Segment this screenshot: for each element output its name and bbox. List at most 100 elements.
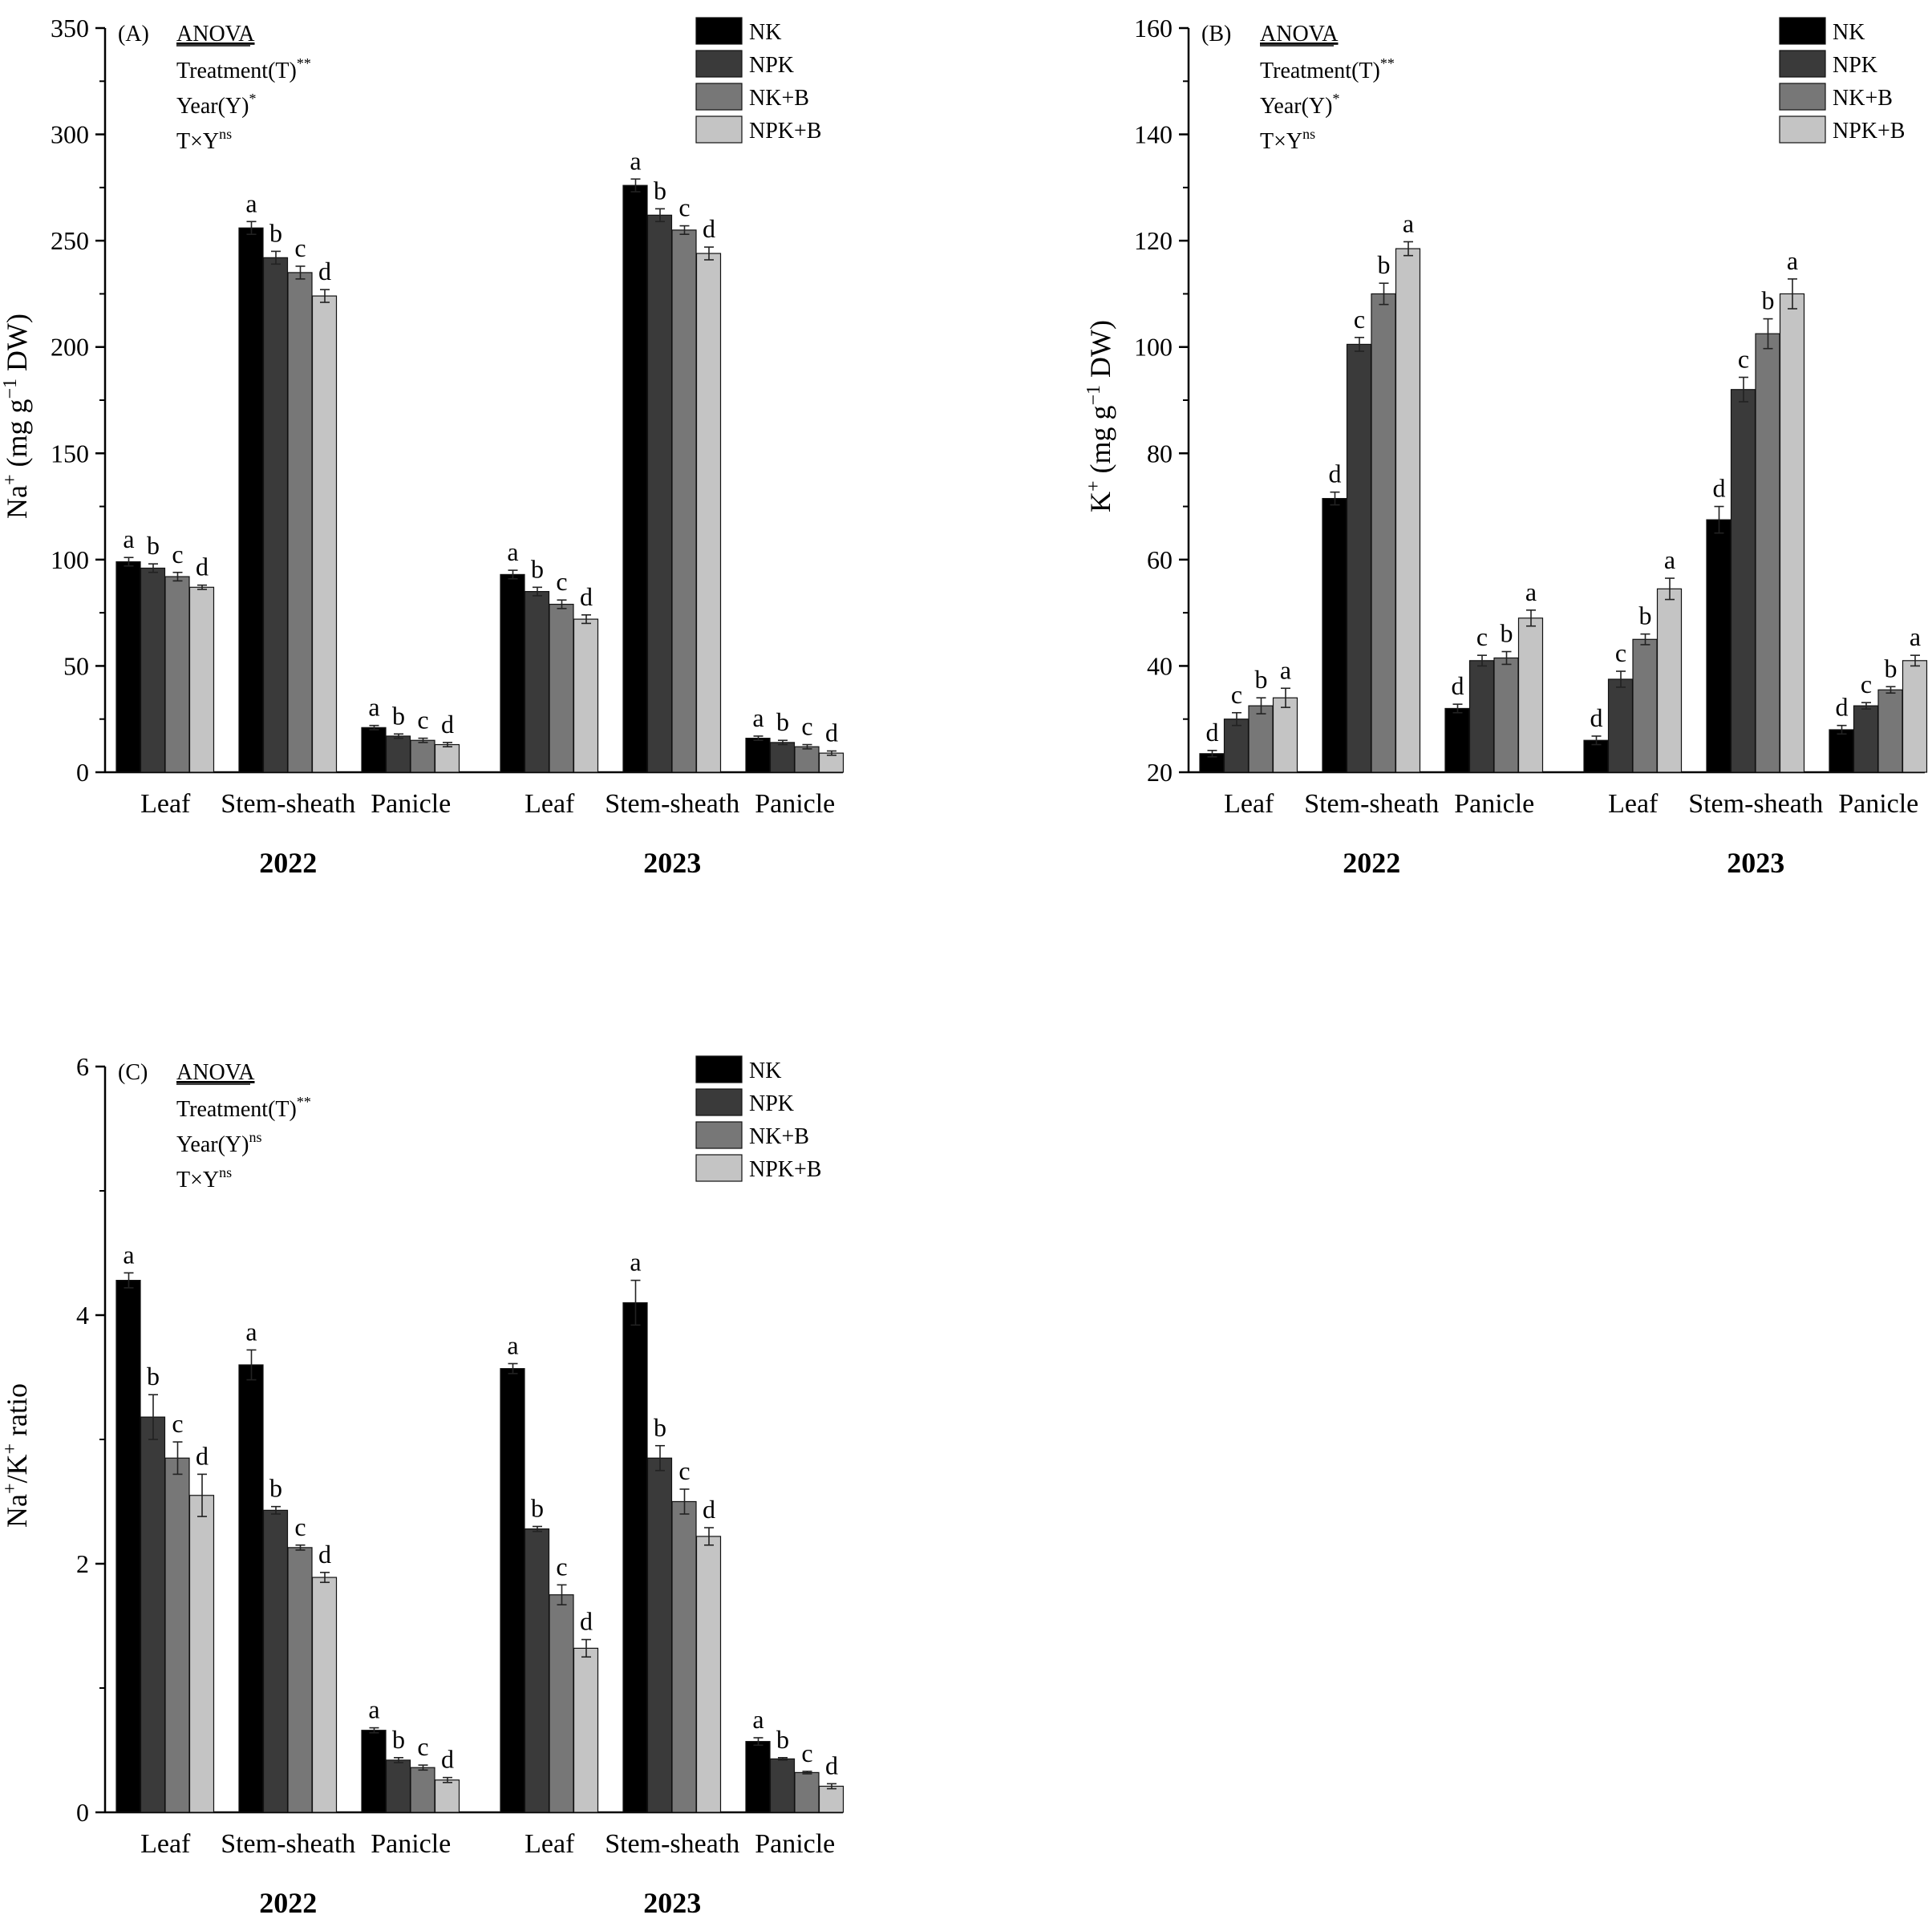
significance-letter: a [630, 1248, 641, 1277]
bar-nk [361, 1730, 387, 1813]
significance-letter: b [147, 1362, 160, 1391]
legend-label: NK [749, 1059, 781, 1083]
y-tick-label: 60 [1147, 545, 1173, 574]
y-axis-label-unit-tail: ratio [1, 1383, 33, 1443]
bar-npk-plus-b [1272, 697, 1298, 773]
bar-nk [500, 573, 525, 773]
bar-nk [238, 1364, 264, 1813]
bar-npk [262, 1509, 289, 1813]
legend-label: NPK+B [1833, 119, 1905, 144]
bar-npk [385, 1759, 411, 1813]
anova-term: T×Y [176, 129, 219, 154]
bar-npk [646, 214, 673, 773]
y-tick-label: 200 [51, 333, 89, 362]
significance-letter: c [801, 1739, 812, 1767]
y-tick-label: 250 [51, 226, 89, 255]
bar-npk [524, 591, 550, 773]
y-tick-label: 4 [76, 1301, 89, 1330]
anova-term: T×Y [176, 1168, 219, 1192]
bar-npk-plus-b [311, 295, 338, 773]
bar-nk [1444, 707, 1470, 773]
anova-significance: ns [219, 126, 232, 142]
bar-npk [1223, 719, 1250, 773]
significance-letter: d [1590, 703, 1603, 732]
x-category-label: Leaf [140, 789, 191, 819]
anova-significance: ns [219, 1164, 232, 1180]
anova-line: Treatment(T)** [176, 1094, 311, 1122]
anova-term: Year(Y) [1260, 94, 1332, 119]
bar-nk-plus-b [671, 229, 697, 773]
anova-significance: ** [297, 55, 311, 71]
x-category-label: Stem-sheath [221, 789, 355, 819]
legend-swatch [695, 1121, 743, 1149]
panel-label: (B) [1201, 22, 1231, 47]
y-tick-label: 140 [1134, 120, 1173, 149]
y-axis-label-unit-sup: −1 [1083, 385, 1104, 406]
legend-swatch [695, 115, 743, 144]
bar-npk-plus-b [1779, 293, 1805, 773]
bar-npk-plus-b [573, 1647, 599, 1813]
y-tick-label: 160 [1134, 14, 1173, 43]
bar-npk [524, 1528, 550, 1813]
significance-letter: b [392, 701, 405, 730]
bar-nk [238, 227, 264, 773]
bar-npk-plus-b [188, 1495, 215, 1813]
legend-label: NK+B [1833, 86, 1893, 111]
bar-nk-plus-b [1632, 638, 1658, 773]
significance-letter: c [678, 193, 690, 222]
significance-letter: d [580, 582, 593, 611]
y-axis-label-unit: /K [1, 1454, 33, 1483]
bar-nk-plus-b [1755, 333, 1780, 773]
bar-nk [622, 1302, 648, 1813]
bar-nk [115, 1279, 141, 1813]
bar-npk [1346, 343, 1372, 773]
year-label: 2022 [1343, 847, 1400, 879]
bar-npk [1468, 660, 1495, 773]
anova-title: ANOVA [176, 22, 255, 47]
significance-letter: c [1354, 305, 1365, 334]
y-axis-label-unit-tail: DW) [1, 314, 33, 379]
significance-letter: b [654, 1413, 666, 1442]
bar-npk-plus-b [1902, 660, 1928, 773]
significance-letter: a [245, 1317, 257, 1346]
bar-npk-plus-b [434, 1779, 460, 1813]
anova-significance: * [249, 91, 256, 107]
bar-nk-plus-b [549, 603, 574, 773]
bar-nk-plus-b [1877, 689, 1903, 773]
significance-letter: a [368, 1695, 379, 1724]
bar-npk [385, 735, 411, 773]
y-axis-label-unit: (mg g [1084, 405, 1116, 480]
anova-line: Year(Y)* [1260, 91, 1339, 119]
bar-npk [140, 1416, 166, 1813]
significance-letter: b [1639, 601, 1652, 630]
significance-letter: d [1713, 474, 1726, 503]
y-tick-label: 150 [51, 439, 89, 468]
legend-swatch [1779, 50, 1826, 78]
significance-letter: b [1378, 250, 1391, 279]
y-axis-label-ion: + [0, 1484, 21, 1495]
significance-letter: a [507, 537, 518, 566]
significance-letter: c [1738, 344, 1749, 373]
y-tick-label: 6 [76, 1052, 89, 1081]
legend-swatch [1779, 115, 1826, 144]
significance-letter: a [1787, 246, 1798, 275]
significance-letter: b [269, 218, 282, 247]
significance-letter: d [196, 553, 209, 581]
y-axis-label-base: K [1084, 492, 1116, 512]
y-tick-label: 2 [76, 1549, 89, 1578]
bar-nk [622, 184, 648, 773]
anova-significance: ns [249, 1129, 261, 1145]
y-tick-label: 0 [76, 758, 89, 787]
y-tick-label: 40 [1147, 651, 1173, 680]
x-category-label: Leaf [1608, 789, 1659, 819]
y-axis-label: Na+/K+ ratio [0, 1383, 33, 1528]
legend-swatch [695, 1055, 743, 1083]
bar-nk [745, 1741, 771, 1813]
y-tick-label: 300 [51, 120, 89, 149]
x-category-label: Stem-sheath [605, 1829, 739, 1859]
y-axis-label-unit-tail: DW) [1084, 320, 1116, 385]
y-tick-label: 100 [1134, 333, 1173, 362]
y-tick-label: 350 [51, 14, 89, 43]
